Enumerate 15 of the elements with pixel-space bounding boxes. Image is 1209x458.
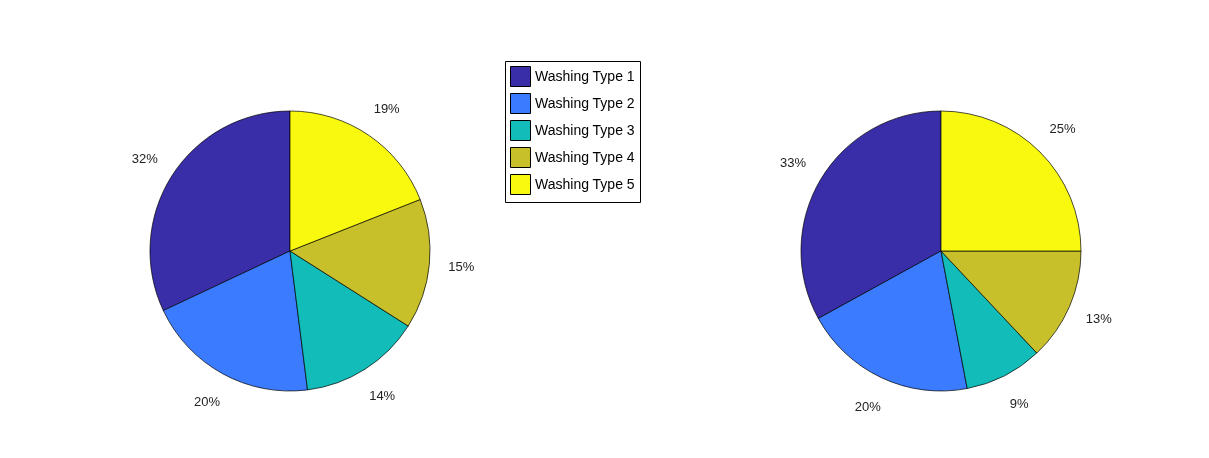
data-label: 15% [448,259,475,275]
data-label: 19% [373,100,401,116]
data-label: 13% [1085,311,1113,327]
data-label: 9% [1009,396,1029,412]
legend-label: Washing Type 3 [535,121,635,138]
data-label: 20% [854,398,882,414]
legend-label: Washing Type 2 [535,94,635,111]
data-label: 20% [194,393,221,409]
data-label: 14% [369,388,396,404]
legend-label: Washing Type 4 [535,148,635,165]
data-label: 25% [1049,121,1077,137]
legend-label: Washing Type 5 [535,175,635,192]
data-label: 32% [131,150,159,166]
data-label: 33% [779,155,807,171]
legend-label: Washing Type 1 [535,67,635,84]
